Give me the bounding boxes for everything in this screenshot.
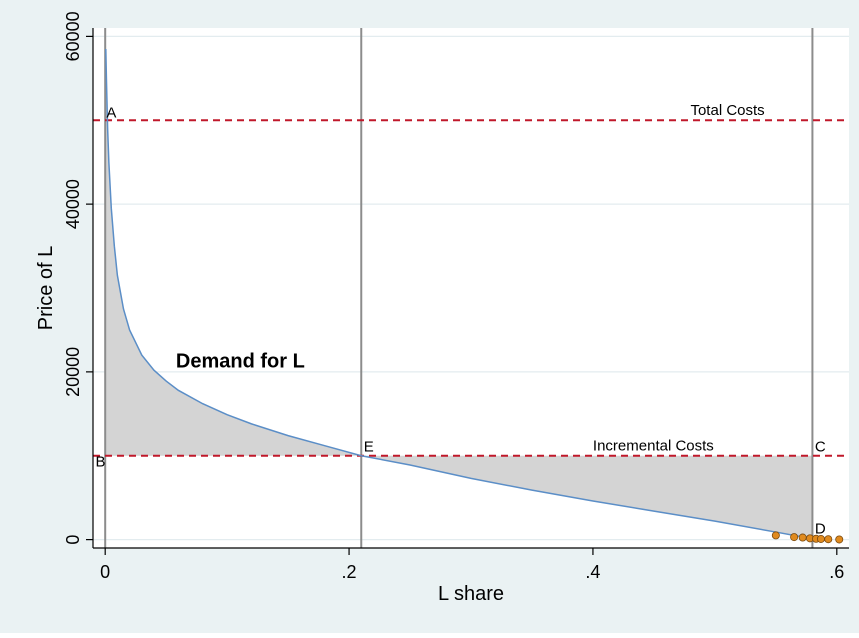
grid-lines (93, 35, 849, 541)
y-tick-label: 20000 (63, 347, 83, 397)
point-label: E (364, 439, 374, 456)
axes (92, 28, 849, 549)
demand-label: Demand for L (176, 351, 305, 373)
cost-label: Incremental Costs (593, 438, 714, 455)
data-point (824, 535, 833, 544)
data-point (835, 535, 844, 544)
cost-label: Total Costs (690, 102, 764, 119)
shaded-area-surplus (105, 48, 362, 456)
y-tick-label: 0 (63, 535, 83, 545)
data-point (790, 533, 799, 542)
reference-lines (93, 119, 849, 457)
vertical-lines (104, 28, 814, 548)
x-tick-label: .2 (342, 562, 357, 582)
y-tick-label: 40000 (63, 179, 83, 229)
ticks: 0 .2 .4 .6 0 20000 40000 60000 (63, 11, 844, 582)
y-tick-label: 60000 (63, 11, 83, 61)
data-point (798, 533, 807, 542)
point-label: C (815, 439, 826, 456)
demand-curve-line (105, 48, 813, 540)
point-label: B (95, 454, 105, 471)
series-lines (105, 48, 813, 540)
annotations: A B C D E Demand for L Total Costs Incremental … (95, 102, 825, 538)
point-label: A (106, 105, 116, 122)
data-point (771, 531, 780, 540)
point-label: D (815, 521, 826, 538)
x-axis-label: L share (438, 583, 504, 605)
scatter-points (771, 531, 844, 544)
y-axis-label: Price of L (35, 246, 57, 330)
x-tick-label: .6 (829, 562, 844, 582)
x-tick-label: 0 (100, 562, 110, 582)
x-tick-label: .4 (585, 562, 600, 582)
